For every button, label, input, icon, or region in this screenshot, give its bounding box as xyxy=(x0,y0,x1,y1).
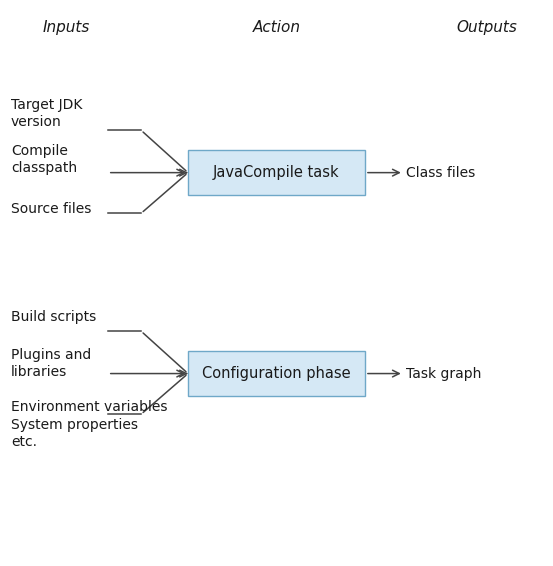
FancyBboxPatch shape xyxy=(188,351,365,396)
Text: Target JDK
version: Target JDK version xyxy=(11,97,82,129)
Text: Compile
classpath: Compile classpath xyxy=(11,144,77,175)
Text: Build scripts: Build scripts xyxy=(11,310,96,324)
Text: Source files: Source files xyxy=(11,203,91,216)
Text: Outputs: Outputs xyxy=(456,20,517,35)
Text: Plugins and
libraries: Plugins and libraries xyxy=(11,348,91,379)
Text: Action: Action xyxy=(253,20,300,35)
Text: Task graph: Task graph xyxy=(406,367,482,380)
Text: JavaCompile task: JavaCompile task xyxy=(213,165,340,180)
Text: Inputs: Inputs xyxy=(43,20,90,35)
Text: Class files: Class files xyxy=(406,166,476,179)
Text: Configuration phase: Configuration phase xyxy=(202,366,351,381)
Text: Environment variables
System properties
etc.: Environment variables System properties … xyxy=(11,400,168,449)
FancyBboxPatch shape xyxy=(188,150,365,195)
